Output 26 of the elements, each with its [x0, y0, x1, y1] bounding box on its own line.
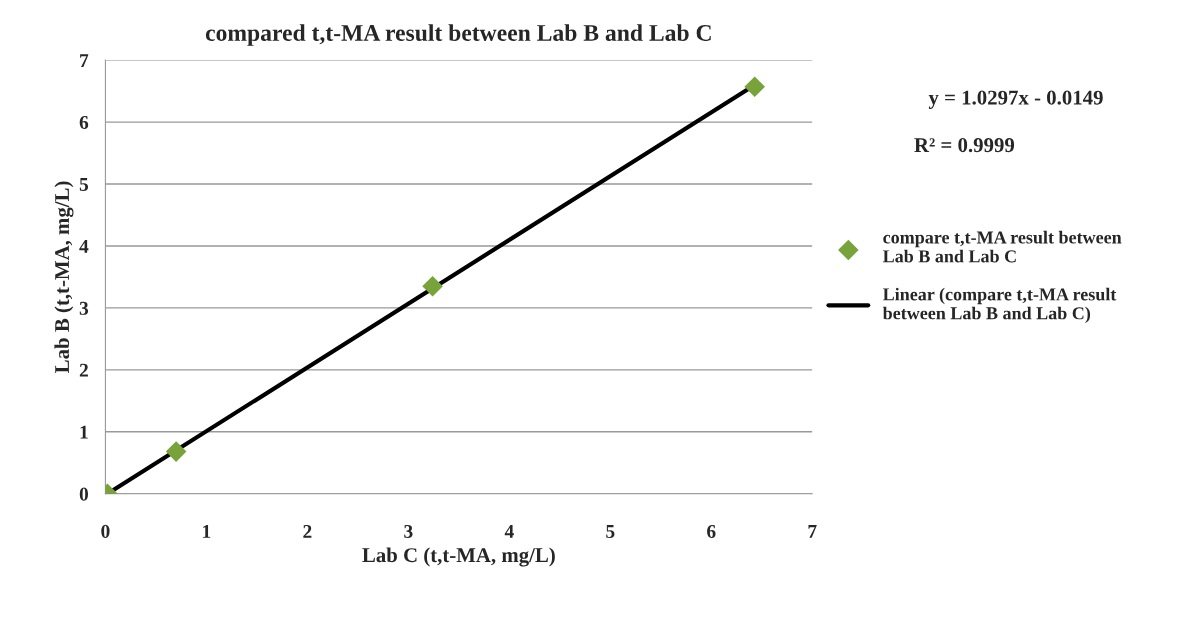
x-tick-label: 7 — [808, 525, 817, 538]
y-tick-label: 4 — [79, 239, 89, 253]
x-tick-label: 2 — [303, 524, 312, 538]
text: R² = 0.9999 — [914, 138, 1015, 153]
legend-label: compare t,t-MA result between Lab B and Lab C — [882, 230, 1122, 263]
y-tick-label: 2 — [79, 363, 88, 377]
text: y = 1.0297x - 0.0149 — [928, 90, 1103, 109]
x-axis-title: Lab C (t,t-MA, mg/L) — [362, 547, 555, 567]
x-tick-label: 4 — [504, 524, 514, 538]
y-tick-label: 7 — [80, 54, 89, 67]
x-tick-label: 0 — [101, 524, 110, 538]
y-axis-title: Lab B (t,t-MA, mg/L) — [54, 181, 74, 373]
legend-label: Linear (compare t,t-MA result between Lab B and Lab C) — [882, 287, 1117, 324]
y-tick-label: 6 — [79, 115, 89, 130]
y-tick-label: 3 — [79, 301, 89, 315]
point — [744, 76, 765, 98]
x-tick-label: 5 — [606, 525, 615, 538]
chart-title: compared t,t-MA result between Lab B and Lab C — [205, 24, 711, 46]
y-tick-label: 0 — [79, 487, 89, 501]
y-tick-label: 5 — [79, 178, 89, 191]
x-tick-label: 1 — [203, 524, 211, 538]
point — [165, 441, 187, 462]
y-tick-label: 1 — [80, 425, 88, 439]
x-tick-label: 3 — [404, 524, 413, 538]
point — [422, 275, 443, 297]
x-tick-label: 6 — [707, 524, 716, 538]
